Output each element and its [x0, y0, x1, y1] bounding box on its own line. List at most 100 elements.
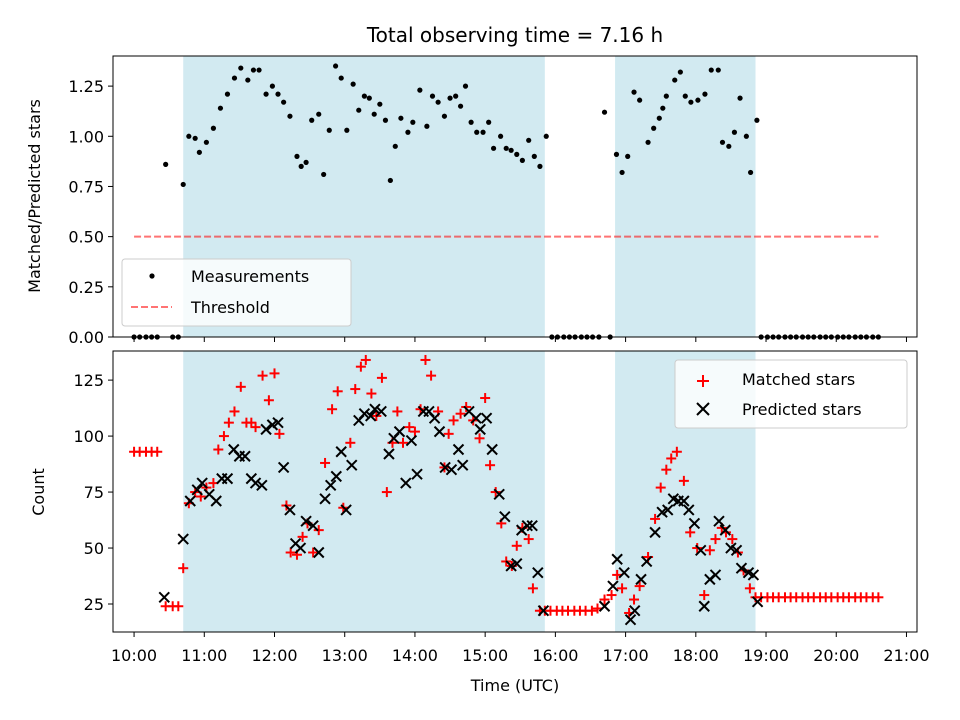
predicted-star-point: [640, 555, 653, 568]
legend-matched: Matched stars: [742, 370, 855, 389]
predicted-x-b: [486, 443, 498, 456]
bottom-y-tick-label: 100: [73, 427, 104, 446]
measurement-point: [321, 171, 327, 178]
predicted-star-point: [393, 425, 406, 438]
predicted-star-point: [158, 591, 170, 604]
measurement-point: [210, 125, 217, 131]
measurement-point: [382, 117, 389, 123]
predicted-x-b: [456, 459, 469, 471]
measurement-point: [474, 129, 480, 135]
measurement-point: [332, 63, 339, 69]
predicted-x-b: [445, 463, 458, 476]
bottom-panel: 25 50 75 100 125 10:00 11:00 12:00 13:00 14:00 15…: [29, 350, 930, 695]
predicted-star-point: [400, 477, 412, 489]
measurement-point: [457, 103, 464, 109]
matched-star-point: [250, 422, 261, 433]
predicted-star-point: [629, 605, 641, 617]
x-tick-label: 21:00: [883, 646, 929, 665]
matched-legend-marker: [697, 375, 709, 387]
predicted-star-point: [598, 600, 611, 612]
predicted-x-b: [607, 580, 619, 592]
measurement-point: [743, 133, 749, 139]
bottom-y-tick-label: 25: [84, 595, 104, 614]
predicted-star-point: [532, 566, 544, 579]
predicted-star-point: [713, 515, 725, 527]
predicted-x-b: [635, 573, 647, 586]
measurement-point: [275, 91, 281, 97]
measurement-point: [263, 91, 269, 97]
measurement-point: [726, 143, 732, 149]
matched-star-point: [229, 406, 240, 417]
predicted-star-point: [611, 553, 623, 565]
predicted-star-point: [486, 443, 498, 456]
matched-star-point: [257, 370, 268, 381]
matched-star-point: [269, 368, 280, 379]
predicted-star-point: [719, 524, 732, 536]
matched-star-point: [480, 393, 491, 404]
predicted-x-b: [719, 524, 732, 536]
predicted-star-point: [635, 573, 647, 586]
predicted-star-point: [474, 423, 486, 436]
predicted-x-b: [228, 443, 240, 456]
predicted-x-b: [256, 479, 268, 492]
measurement-point: [405, 129, 411, 135]
matched-star-point: [285, 547, 296, 558]
measurement-point: [398, 115, 404, 121]
matched-star-point: [443, 428, 454, 439]
measurement-point: [303, 159, 309, 165]
predicted-x-b: [393, 425, 406, 438]
matched-star-point: [327, 404, 338, 415]
predicted-star-point: [480, 412, 493, 424]
matched-star-point: [650, 513, 661, 524]
matched-star-point: [398, 437, 409, 448]
predicted-x-b: [452, 443, 465, 456]
matched-star-point: [345, 437, 356, 448]
matched-star-point: [223, 417, 234, 428]
matched-star-point: [523, 534, 534, 545]
predicted-x-b: [439, 461, 451, 474]
measurement-point: [468, 119, 474, 125]
predicted-star-points: [158, 403, 764, 626]
matched-star-point: [666, 453, 677, 464]
matched-star-point: [704, 545, 715, 556]
measurement-point: [281, 99, 287, 105]
matched-star-point: [655, 482, 666, 493]
predicted-x-b: [375, 405, 387, 418]
predicted-x-b: [405, 434, 418, 447]
measurement-point: [498, 133, 504, 139]
measurement-point: [613, 151, 620, 157]
measurement-point: [326, 127, 332, 133]
predicted-star-point: [730, 544, 743, 556]
predicted-star-point: [177, 533, 189, 545]
top-y-ticks: 0.00 0.25 0.50 0.75 1.00 1.25: [68, 77, 113, 347]
predicted-star-point: [688, 517, 701, 530]
x-tick-label: 20:00: [813, 646, 859, 665]
predicted-x-b: [324, 479, 337, 492]
predicted-x-b: [158, 591, 170, 604]
measurement-point: [245, 77, 251, 83]
measurement-point: [344, 127, 350, 133]
predicted-x-b: [411, 468, 423, 480]
measurement-point: [269, 83, 275, 89]
predicted-star-point: [683, 504, 695, 516]
matched-star-point: [355, 361, 366, 372]
predicted-x-b: [698, 600, 710, 612]
predicted-x-b: [284, 504, 296, 516]
predicted-x-b: [629, 605, 641, 617]
predicted-star-point: [537, 605, 550, 617]
predicted-x-b: [423, 405, 435, 418]
matched-star-point: [461, 401, 472, 412]
measurement-point: [677, 69, 683, 75]
bottom-y-tick-label: 75: [84, 483, 104, 502]
matched-star-point: [297, 531, 308, 542]
matched-star-point: [360, 354, 371, 365]
matched-star-point: [274, 428, 285, 439]
predicted-x-b: [313, 546, 325, 559]
predicted-star-point: [277, 461, 290, 474]
predicted-x-b: [598, 600, 611, 612]
predicted-x-b: [662, 504, 674, 516]
predicted-star-point: [709, 569, 722, 581]
x-tick-label: 15:00: [462, 646, 508, 665]
legend-measurements: Measurements: [191, 267, 309, 286]
predicted-star-point: [456, 459, 469, 471]
